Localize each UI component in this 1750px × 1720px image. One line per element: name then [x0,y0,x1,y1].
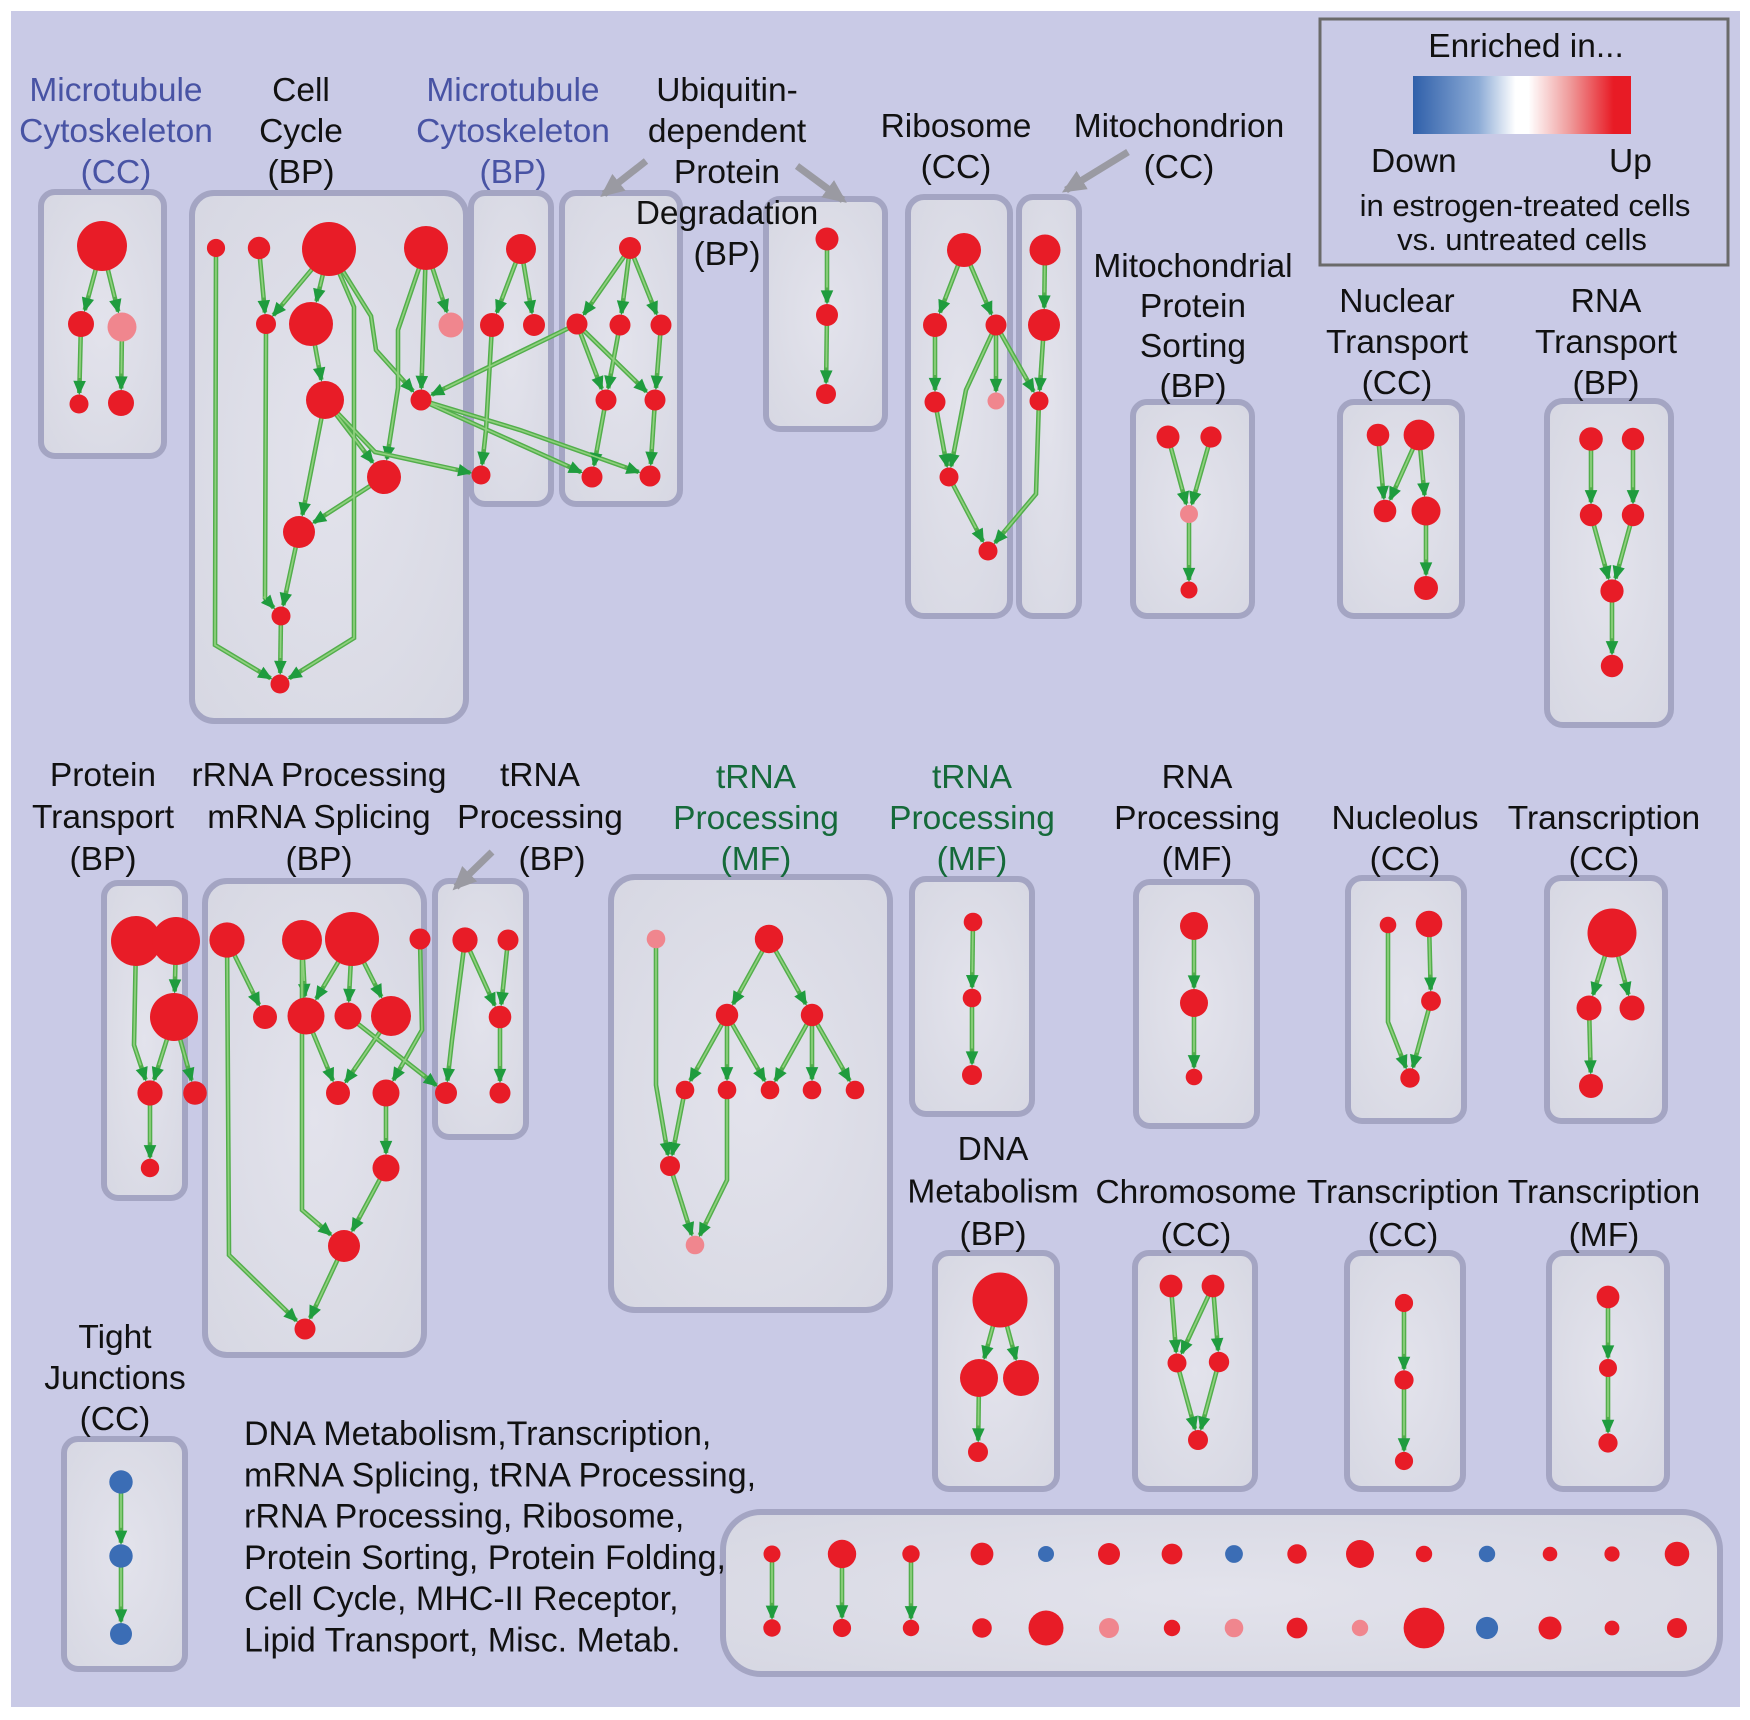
svg-text:Lipid Transport, Misc. Metab.: Lipid Transport, Misc. Metab. [244,1622,681,1660]
svg-text:(BP): (BP) [286,841,353,878]
svg-text:(MF): (MF) [1162,841,1233,878]
svg-text:tRNA: tRNA [716,759,797,796]
svg-text:Tight: Tight [78,1319,152,1356]
svg-text:tRNA: tRNA [932,759,1013,796]
svg-text:(CC): (CC) [81,154,152,191]
svg-text:Chromosome: Chromosome [1095,1174,1296,1211]
svg-text:Metabolism: Metabolism [907,1174,1078,1211]
svg-text:mRNA Splicing: mRNA Splicing [207,799,430,836]
svg-text:dependent: dependent [648,113,807,150]
svg-text:(BP): (BP) [70,841,137,878]
svg-text:Protein: Protein [674,154,780,191]
svg-text:Cell: Cell [272,72,330,109]
svg-text:Cycle: Cycle [259,113,343,150]
svg-text:(BP): (BP) [268,154,335,191]
svg-text:Microtubule: Microtubule [29,72,202,109]
svg-text:(CC): (CC) [1144,149,1215,186]
svg-text:Protein: Protein [50,757,156,794]
svg-text:Degradation: Degradation [636,195,819,232]
svg-text:(BP): (BP) [1573,365,1640,402]
svg-text:Cell Cycle, MHC-II Receptor,: Cell Cycle, MHC-II Receptor, [244,1580,679,1618]
svg-text:Protein Sorting, Protein Foldi: Protein Sorting, Protein Folding, [244,1539,726,1577]
svg-text:(BP): (BP) [694,236,761,273]
svg-text:Cytoskeleton: Cytoskeleton [416,113,610,150]
svg-text:rRNA Processing, Ribosome,: rRNA Processing, Ribosome, [244,1498,684,1536]
svg-text:(BP): (BP) [519,841,586,878]
svg-text:Processing: Processing [889,800,1055,837]
svg-text:Down: Down [1371,143,1457,180]
svg-text:(MF): (MF) [1569,1217,1640,1254]
svg-text:mRNA Splicing, tRNA Processing: mRNA Splicing, tRNA Processing, [244,1456,756,1494]
svg-text:Transcription: Transcription [1508,1174,1700,1211]
svg-text:tRNA: tRNA [500,757,581,794]
svg-text:RNA: RNA [1571,283,1642,320]
svg-text:Mitochondrion: Mitochondrion [1074,108,1284,145]
svg-text:Transcription: Transcription [1307,1174,1499,1211]
svg-text:Ubiquitin-: Ubiquitin- [656,72,798,109]
svg-text:(CC): (CC) [921,149,992,186]
svg-text:(CC): (CC) [1370,841,1441,878]
svg-text:Up: Up [1609,143,1652,180]
svg-text:(BP): (BP) [1160,368,1227,405]
svg-text:(CC): (CC) [80,1401,151,1438]
svg-text:Nucleolus: Nucleolus [1331,800,1478,837]
svg-text:(MF): (MF) [721,841,792,878]
svg-text:Transport: Transport [1326,324,1469,361]
svg-text:RNA: RNA [1162,759,1233,796]
svg-text:Microtubule: Microtubule [426,72,599,109]
svg-text:(MF): (MF) [937,841,1008,878]
svg-text:DNA Metabolism,Transcription,: DNA Metabolism,Transcription, [244,1415,711,1453]
svg-text:Processing: Processing [673,800,839,837]
svg-text:Processing: Processing [1114,800,1280,837]
svg-text:Enriched in...: Enriched in... [1428,28,1624,65]
svg-text:Protein: Protein [1140,288,1246,325]
svg-text:Nuclear: Nuclear [1339,283,1454,320]
svg-text:Mitochondrial: Mitochondrial [1093,248,1292,285]
svg-text:Cytoskeleton: Cytoskeleton [19,113,213,150]
svg-text:(BP): (BP) [960,1216,1027,1253]
svg-text:Sorting: Sorting [1140,328,1246,365]
svg-text:rRNA Processing: rRNA Processing [191,757,446,794]
svg-text:Transport: Transport [32,799,175,836]
svg-text:(CC): (CC) [1362,365,1433,402]
svg-text:DNA: DNA [958,1131,1029,1168]
svg-text:(CC): (CC) [1569,841,1640,878]
svg-text:(CC): (CC) [1161,1217,1232,1254]
svg-text:Transport: Transport [1535,324,1678,361]
svg-text:(BP): (BP) [480,154,547,191]
svg-text:vs. untreated cells: vs. untreated cells [1397,222,1647,257]
svg-text:Processing: Processing [457,799,623,836]
svg-text:Junctions: Junctions [44,1360,186,1397]
svg-text:Ribosome: Ribosome [881,108,1032,145]
svg-text:Transcription: Transcription [1508,800,1700,837]
svg-text:in estrogen-treated cells: in estrogen-treated cells [1360,188,1691,223]
svg-text:(CC): (CC) [1368,1217,1439,1254]
